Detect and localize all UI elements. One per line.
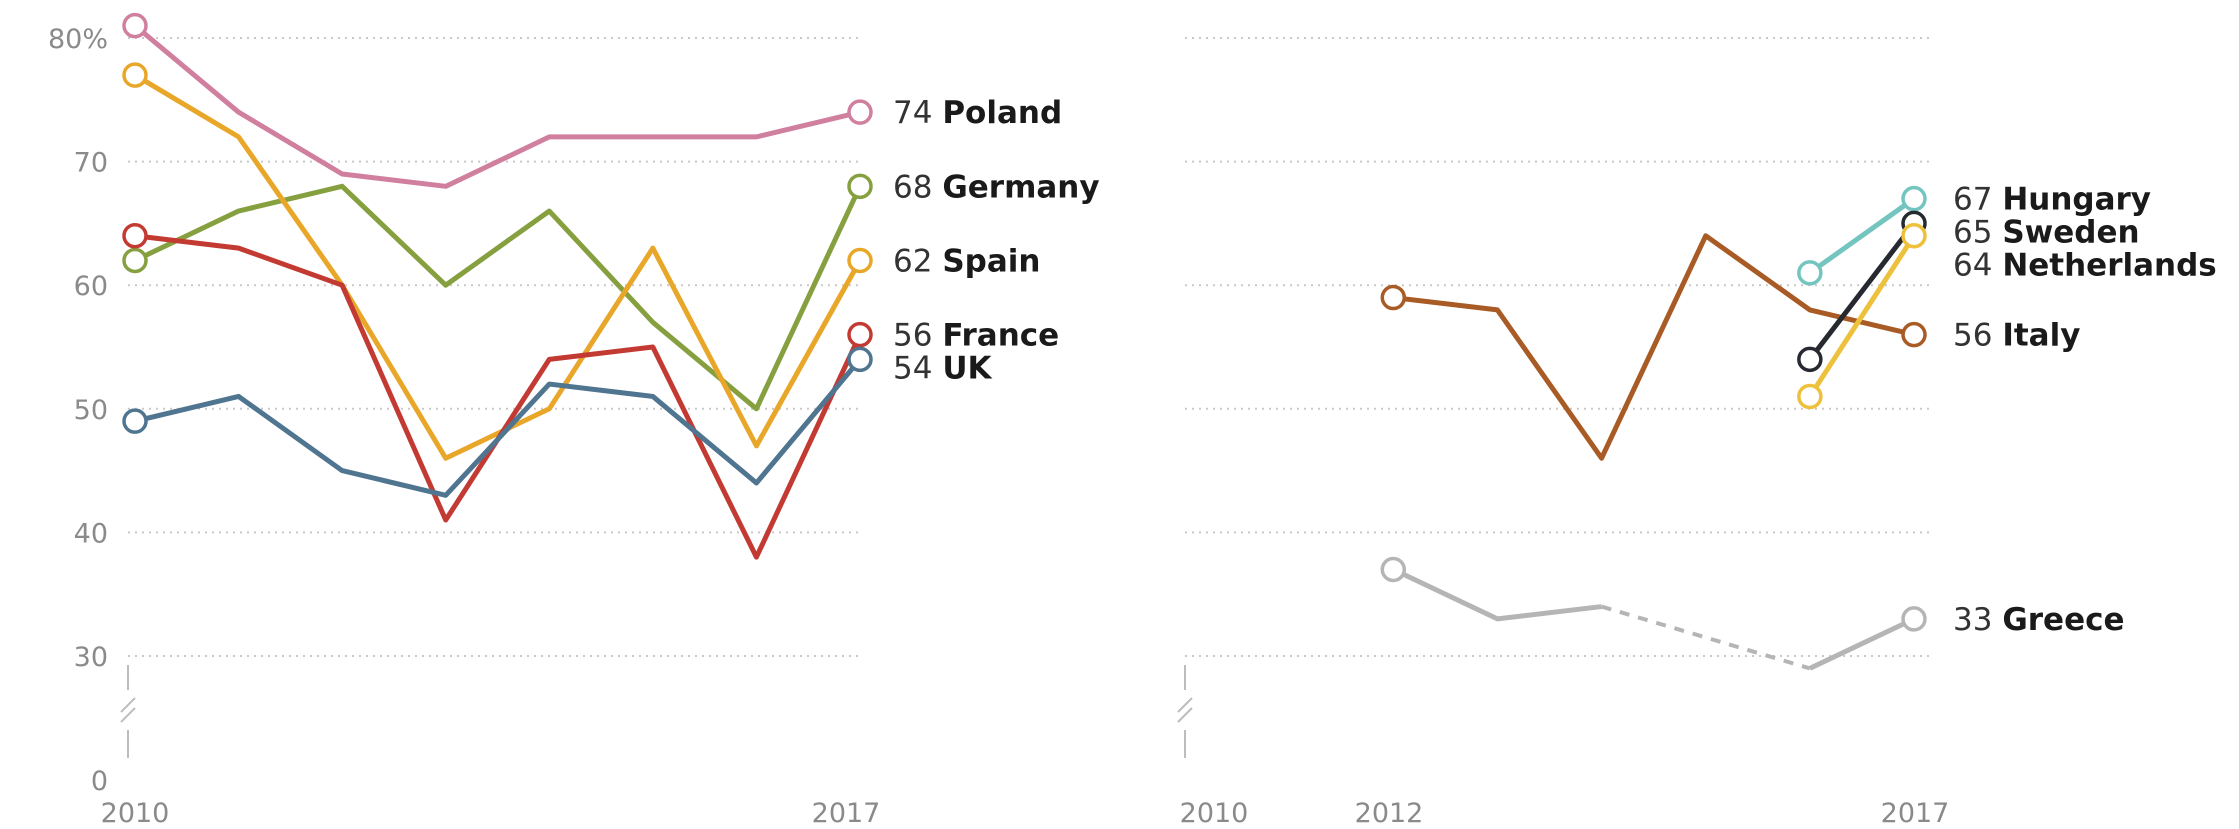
series-line-spain <box>133 72 863 461</box>
axis-break-mark <box>1177 665 1193 758</box>
series-end-value: 74 <box>893 95 942 131</box>
series-end-value: 56 <box>1953 318 2002 354</box>
series-end-value: 65 <box>1953 215 2002 251</box>
series-name: Sweden <box>2002 215 2139 251</box>
endpoint-marker-italy <box>1380 284 1407 311</box>
axis-break-mark <box>120 665 136 758</box>
endpoint-marker-france <box>847 321 873 348</box>
series-end-value: 68 <box>893 169 942 205</box>
endpoint-marker-greece <box>1901 606 1927 632</box>
series-label-hungary: 67 Hungary <box>1953 182 2151 218</box>
x-tick-label: 2010 <box>101 798 170 829</box>
series-label-uk: 54 UK <box>893 351 992 387</box>
series-label-greece: 33 Greece <box>1953 602 2125 638</box>
series-end-value: 62 <box>893 243 942 279</box>
y-tick-label: 30 <box>74 642 108 673</box>
endpoint-marker-poland <box>122 12 148 39</box>
series-label-germany: 68 Germany <box>893 169 1100 205</box>
series-name: Netherlands <box>2002 248 2216 284</box>
endpoint-marker-germany <box>122 247 148 274</box>
endpoint-marker-spain <box>122 62 148 88</box>
series-name: Greece <box>2002 602 2124 638</box>
series-name: Poland <box>942 95 1062 131</box>
series-line-greece <box>1808 616 1916 671</box>
y-tick-label: 80% <box>48 24 108 55</box>
y-tick-label: 40 <box>74 518 108 549</box>
x-tick-label: 2012 <box>1355 798 1424 829</box>
series-name: France <box>942 318 1059 354</box>
series-line-poland <box>133 23 861 189</box>
series-end-value: 67 <box>1953 182 2002 218</box>
endpoint-marker-uk <box>122 408 148 434</box>
y-tick-label: 60 <box>74 271 108 302</box>
x-tick-label: 2017 <box>812 798 881 829</box>
series-line-netherlands <box>1807 234 1917 398</box>
series-end-value: 64 <box>1953 248 2002 284</box>
series-line-france <box>134 233 863 560</box>
series-label-italy: 56 Italy <box>1953 318 2080 354</box>
series-name: Hungary <box>2002 182 2151 218</box>
series-name: Germany <box>942 169 1099 205</box>
endpoint-marker-spain <box>847 247 873 274</box>
series-line-germany <box>133 183 863 412</box>
series-line-sweden <box>1807 221 1916 361</box>
series-line-greece <box>1392 567 1602 622</box>
endpoint-marker-netherlands <box>1797 383 1823 410</box>
y-tick-label: 0 <box>91 766 108 797</box>
series-line-hungary <box>1808 196 1916 275</box>
endpoint-marker-poland <box>847 99 873 125</box>
endpoint-marker-greece <box>1380 556 1407 583</box>
x-tick-label: 2010 <box>1180 798 1249 829</box>
endpoint-marker-hungary <box>1901 185 1927 212</box>
series-name: Spain <box>942 243 1040 279</box>
series-line-italy <box>1392 233 1915 461</box>
series-label-france: 56 France <box>893 318 1059 354</box>
endpoint-marker-sweden <box>1797 346 1823 373</box>
series-label-sweden: 65 Sweden <box>1953 215 2140 251</box>
series-gap-greece <box>1601 604 1811 671</box>
endpoint-marker-netherlands <box>1901 223 1927 249</box>
series-label-poland: 74 Poland <box>893 95 1062 131</box>
endpoint-marker-hungary <box>1797 260 1823 286</box>
endpoint-marker-germany <box>847 173 873 200</box>
series-end-value: 54 <box>893 351 942 387</box>
series-end-value: 56 <box>893 318 942 354</box>
series-line-uk <box>134 357 862 498</box>
y-tick-label: 70 <box>74 148 108 179</box>
x-tick-label: 2017 <box>1881 798 1950 829</box>
series-name: UK <box>942 351 992 387</box>
series-end-value: 33 <box>1953 602 2002 638</box>
series-label-spain: 62 Spain <box>893 243 1040 279</box>
endpoint-marker-italy <box>1901 321 1927 348</box>
endpoint-marker-uk <box>847 346 873 373</box>
series-name: Italy <box>2002 318 2080 354</box>
series-label-netherlands: 64 Netherlands <box>1953 248 2217 284</box>
y-tick-label: 50 <box>74 395 108 426</box>
endpoint-marker-france <box>122 223 148 249</box>
